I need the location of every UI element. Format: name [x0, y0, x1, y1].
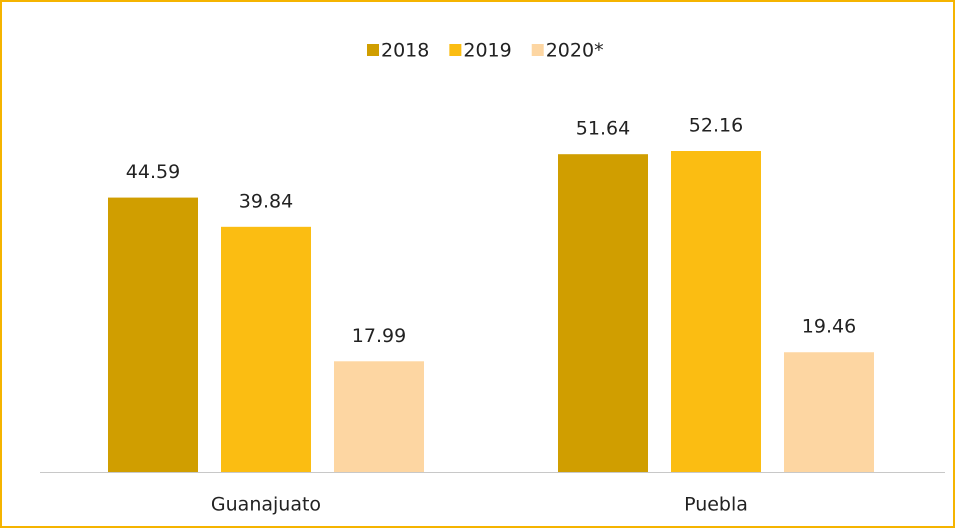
x-tick-label: Guanajuato	[211, 494, 321, 516]
bar	[108, 197, 198, 472]
bar	[784, 352, 874, 472]
legend-label: 2018	[381, 40, 429, 62]
data-label: 52.16	[689, 115, 743, 137]
bar	[558, 154, 648, 473]
data-label: 39.84	[239, 190, 293, 212]
legend-swatch	[531, 44, 544, 56]
bar	[671, 151, 761, 472]
bar	[334, 361, 424, 472]
legend-swatch	[449, 44, 462, 56]
legend-label: 2019	[463, 40, 511, 62]
legend-swatch	[367, 44, 379, 56]
data-label: 17.99	[352, 325, 406, 347]
data-label: 51.64	[576, 118, 630, 140]
bar	[221, 226, 311, 472]
x-tick-label: Puebla	[684, 494, 748, 516]
data-label: 19.46	[802, 316, 856, 338]
data-label: 44.59	[126, 161, 180, 183]
legend-label: 2020*	[546, 40, 604, 62]
